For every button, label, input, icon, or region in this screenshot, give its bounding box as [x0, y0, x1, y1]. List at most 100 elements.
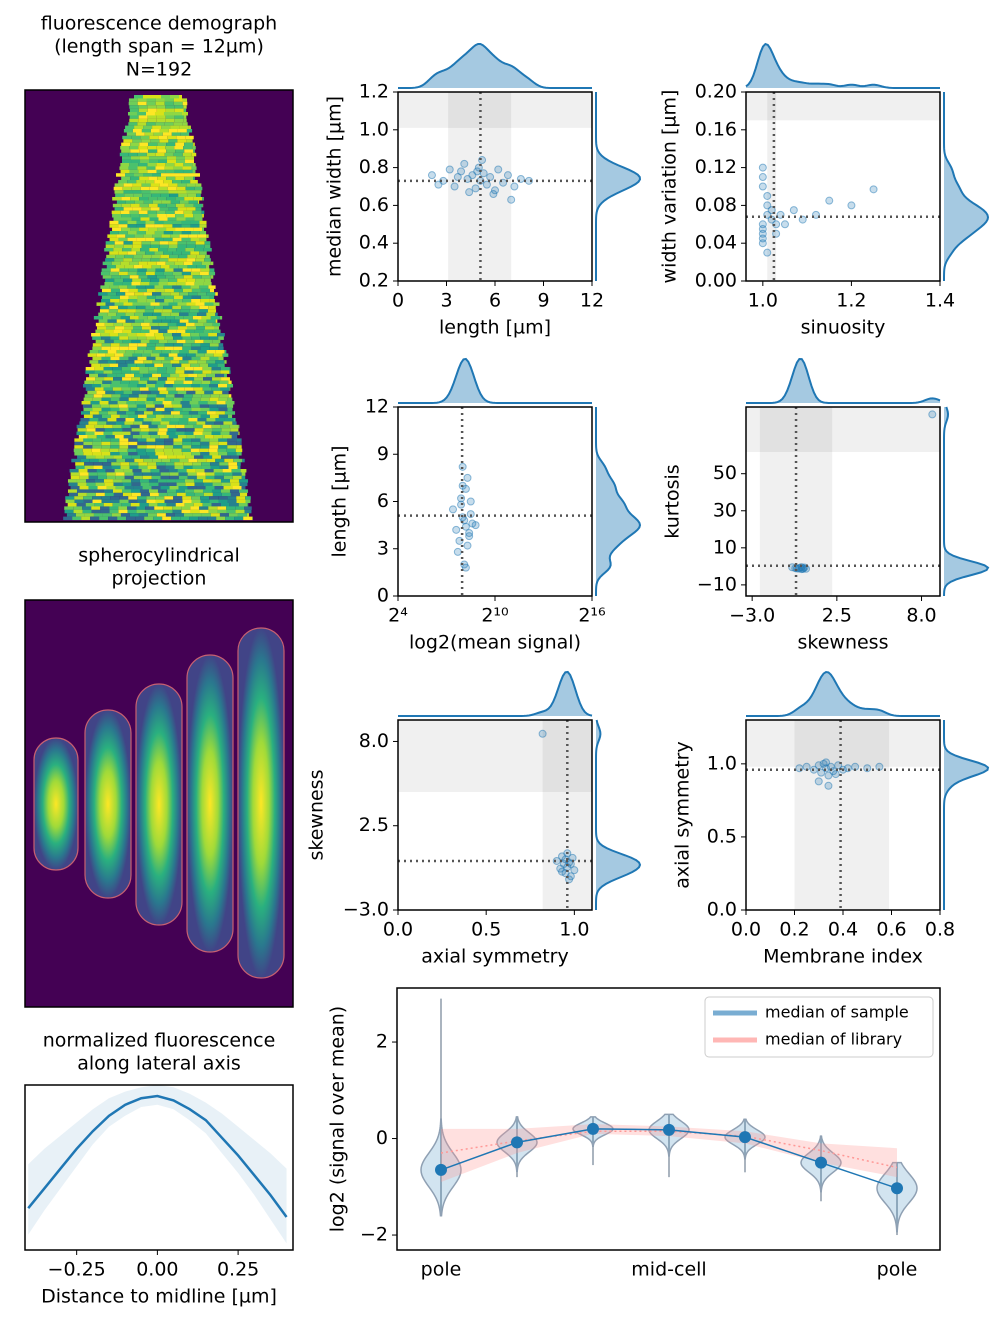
- demograph-pixel: [198, 309, 208, 313]
- demograph-pixel: [148, 156, 158, 160]
- demograph-pixel: [165, 462, 175, 466]
- demograph-pixel: [174, 462, 184, 466]
- demograph-pixel: [209, 397, 219, 402]
- demograph-pixel: [194, 339, 204, 344]
- demograph-pixel: [247, 503, 249, 507]
- demograph-pixel: [194, 377, 204, 381]
- demograph-pixel: [112, 489, 122, 493]
- demograph-pixel: [200, 397, 210, 402]
- demograph-pixel: [167, 455, 177, 459]
- demograph-pixel: [158, 455, 168, 459]
- demograph-pixel: [215, 350, 225, 354]
- point: [463, 541, 472, 550]
- demograph-pixel: [155, 98, 165, 102]
- demograph-pixel: [137, 445, 147, 449]
- demograph-pixel: [209, 414, 219, 419]
- demograph-pixel: [238, 431, 240, 436]
- demograph-pixel: [168, 139, 178, 143]
- point: [458, 462, 467, 471]
- demograph-pixel: [92, 496, 102, 500]
- demograph-pixel: [118, 448, 128, 453]
- demograph-pixel: [138, 316, 148, 320]
- demograph-pixel: [70, 475, 80, 480]
- demograph-pixel: [163, 271, 173, 276]
- demograph-pixel: [194, 428, 204, 432]
- demograph-pixel: [209, 438, 219, 442]
- demograph-pixel: [204, 435, 214, 439]
- demograph-pixel: [153, 309, 163, 313]
- demograph-pixel: [182, 268, 192, 272]
- demograph-pixel: [151, 486, 161, 490]
- demograph-pixel: [101, 336, 111, 340]
- demograph-pixel: [120, 513, 130, 517]
- demograph-pixel: [208, 404, 218, 408]
- demograph-pixel: [233, 418, 236, 422]
- demograph-pixel: [226, 509, 236, 514]
- demograph-pixel: [173, 407, 183, 412]
- demograph-pixel: [192, 275, 202, 279]
- demograph-pixel: [174, 118, 184, 123]
- point: [831, 770, 840, 779]
- demograph-pixel: [118, 180, 128, 184]
- demograph-pixel: [107, 411, 117, 415]
- demograph-pixel: [189, 309, 199, 313]
- demograph-pixel: [85, 489, 95, 493]
- demograph-pixel: [165, 465, 175, 470]
- demograph-pixel: [109, 506, 119, 510]
- demograph-pixel: [195, 353, 205, 357]
- demograph-pixel: [140, 492, 150, 497]
- point: [510, 182, 519, 191]
- demograph-pixel: [236, 438, 242, 442]
- demograph-pixel: [194, 329, 204, 334]
- demograph-pixel: [156, 146, 166, 150]
- demograph-pixel: [173, 288, 183, 293]
- sample-point: [663, 1123, 675, 1136]
- demograph-pixel: [219, 380, 229, 385]
- demograph-pixel: [128, 441, 138, 446]
- demograph-pixel: [85, 479, 95, 483]
- demograph-pixel: [163, 506, 173, 510]
- demograph-pixel: [136, 285, 146, 289]
- demograph-pixel: [185, 217, 195, 221]
- y-tick-label: 1.0: [707, 752, 737, 774]
- demograph-pixel: [136, 112, 146, 116]
- demograph-pixel: [199, 363, 209, 368]
- demograph-pixel: [221, 482, 231, 487]
- demograph-pixel: [141, 258, 151, 262]
- demograph-pixel: [97, 486, 107, 490]
- demograph-pixel: [215, 418, 225, 422]
- demograph-pixel: [140, 248, 150, 252]
- demograph-pixel: [190, 237, 200, 242]
- demograph-pixel: [197, 312, 207, 317]
- point: [843, 764, 852, 773]
- sample-point: [587, 1122, 599, 1135]
- point: [445, 165, 454, 174]
- demograph-pixel: [170, 312, 180, 317]
- demograph-pixel: [182, 98, 188, 102]
- demograph-pixel: [130, 176, 140, 181]
- demograph-pixel: [102, 465, 112, 470]
- demograph-pixel: [193, 227, 203, 232]
- demograph-pixel: [177, 241, 187, 245]
- demograph-pixel: [105, 353, 115, 357]
- demograph-pixel: [192, 394, 202, 398]
- demograph-pixel: [163, 404, 173, 408]
- demograph-pixel: [148, 227, 158, 232]
- demograph-pixel: [237, 513, 247, 517]
- demograph-pixel: [177, 244, 187, 249]
- demograph-pixel: [121, 489, 131, 493]
- demograph-pixel: [125, 458, 135, 463]
- demograph-pixel: [146, 346, 156, 351]
- demograph-pixel: [181, 251, 191, 255]
- demograph-pixel: [201, 380, 211, 385]
- marginal-x: [398, 357, 592, 404]
- demograph-pixel: [138, 108, 148, 113]
- demograph-pixel: [224, 418, 234, 422]
- demograph-pixel: [100, 509, 110, 514]
- demograph-pixel: [211, 387, 221, 391]
- demograph-pixel: [156, 118, 166, 123]
- demograph-pixel: [160, 421, 170, 425]
- demograph-pixel: [146, 288, 156, 293]
- cell: [84, 709, 132, 899]
- demograph-pixel: [185, 282, 195, 286]
